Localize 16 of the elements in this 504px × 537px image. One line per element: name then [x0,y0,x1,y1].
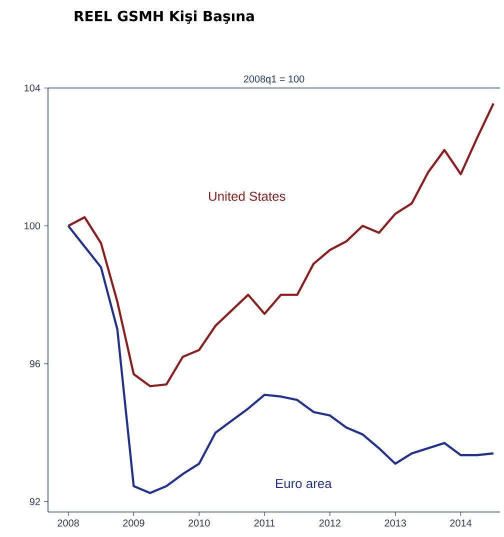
chart-subtitle: 2008q1 = 100 [244,75,304,84]
x-tick-label: 2011 [254,520,275,527]
x-tick-label: 2008 [58,520,79,527]
text: Euro area [276,479,332,488]
x-tick-label: 2014 [450,520,472,527]
text: United States [209,191,286,201]
chart-title: REEL GSMH Kişi Başına [74,10,254,24]
y-tick-label: 96 [30,360,40,368]
x-tick-label: 2013 [384,520,406,527]
y-tick-label: 92 [30,498,40,506]
x-tick-label: 2012 [319,520,341,527]
line-series [67,102,495,388]
x-tick-label: 2009 [123,520,144,527]
y-tick-label: 104 [24,84,40,92]
y-tick-label: 100 [24,222,40,230]
x-tick-label: 2010 [188,520,210,527]
